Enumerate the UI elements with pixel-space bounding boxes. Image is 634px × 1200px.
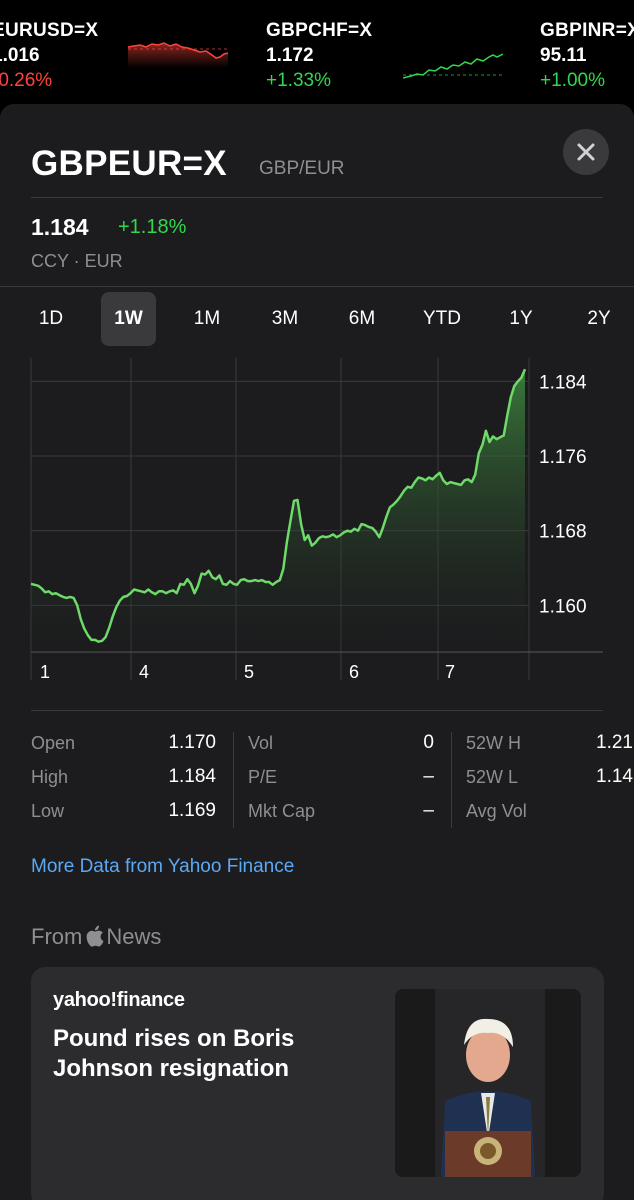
divider: [31, 710, 603, 711]
range-6m[interactable]: 6M: [348, 308, 376, 329]
range-1w[interactable]: 1W: [101, 292, 156, 346]
current-price: 1.184: [31, 214, 89, 240]
x-tick-label: 4: [139, 662, 149, 682]
more-data-link[interactable]: More Data from Yahoo Finance: [31, 856, 295, 877]
ticker-change: +1.33%: [266, 70, 331, 91]
ticker-sparkline-gbpchf: [403, 53, 503, 79]
stat-value-open: 1.170: [168, 732, 216, 753]
x-tick-label: 7: [445, 662, 455, 682]
stat-value-52w-low: 1.14: [596, 766, 633, 787]
column-divider: [451, 732, 452, 828]
stat-label-mkt-cap: Mkt Cap: [248, 801, 316, 821]
stat-label-open: Open: [31, 733, 76, 753]
stat-value-mkt-cap: –: [423, 800, 434, 821]
news-photo-image: [395, 989, 581, 1177]
range-selector: 1D 1W 1M 3M 6M YTD 1Y 2Y: [0, 292, 634, 354]
y-tick-label: 1.176: [539, 447, 587, 468]
stat-label-pe: P/E: [248, 767, 278, 787]
close-icon: [577, 143, 595, 161]
ticker-change: +1.00%: [540, 70, 605, 91]
price-change: +1.18%: [118, 216, 187, 238]
ticker-sparkline-eurusd: [128, 42, 228, 68]
ticker-symbol: GBPINR=X: [540, 20, 634, 41]
symbol-title: GBPEUR=X: [31, 144, 227, 183]
apple-logo-icon: [86, 925, 104, 953]
ticker-change: -0.26%: [0, 70, 53, 91]
news-section-suffix: News: [106, 924, 162, 949]
stat-label-high: High: [31, 767, 69, 787]
stats-table: Open 1.170 High 1.184 Low 1.169 Vol 0 P/…: [0, 730, 634, 830]
stock-detail-sheet: GBPEUR=X GBP/EUR 1.184 +1.18% CCY · EUR …: [0, 104, 634, 1200]
stat-label-vol: Vol: [248, 733, 274, 753]
range-3m[interactable]: 3M: [271, 308, 299, 329]
ticker-symbol: EURUSD=X: [0, 20, 99, 41]
stat-value-vol: 0: [423, 732, 434, 753]
news-publisher: yahoo!finance: [53, 989, 185, 1011]
range-2y[interactable]: 2Y: [587, 308, 611, 329]
y-tick-label: 1.184: [539, 372, 587, 393]
ticker-price: 95.11: [540, 45, 587, 66]
stat-value-52w-high: 1.21: [596, 732, 633, 753]
divider: [0, 286, 634, 287]
range-ytd[interactable]: YTD: [423, 308, 461, 329]
news-section-title: From News: [31, 924, 161, 953]
stat-label-avg-vol: Avg Vol: [466, 801, 527, 821]
column-divider: [233, 732, 234, 828]
y-axis: 1.184 1.176 1.168 1.160: [539, 372, 587, 617]
ticker-symbol: GBPCHF=X: [266, 20, 373, 41]
stat-value-high: 1.184: [168, 766, 216, 787]
y-tick-label: 1.168: [539, 522, 587, 543]
range-1y[interactable]: 1Y: [509, 308, 533, 329]
stat-value-low: 1.169: [168, 800, 216, 821]
stat-label-low: Low: [31, 801, 65, 821]
range-1d[interactable]: 1D: [38, 308, 64, 329]
news-thumbnail: [395, 989, 581, 1177]
range-1m[interactable]: 1M: [193, 308, 221, 329]
x-tick-label: 5: [244, 662, 254, 682]
x-tick-label: 6: [349, 662, 359, 682]
y-tick-label: 1.160: [539, 596, 587, 617]
x-axis: 1 4 5 6 7: [40, 662, 455, 682]
ticker-price: 1.172: [266, 45, 314, 66]
x-tick-label: 1: [40, 662, 50, 682]
symbol-name: GBP/EUR: [259, 158, 345, 179]
ticker-price: 1.016: [0, 45, 40, 66]
close-button[interactable]: [563, 129, 609, 175]
news-headline: Pound rises on Boris Johnson resignation: [53, 1025, 295, 1082]
price-chart[interactable]: 1.184 1.176 1.168 1.160 1 4 5 6 7: [0, 354, 634, 694]
currency-subtitle: CCY · EUR: [31, 251, 123, 271]
chart-area: [31, 369, 525, 652]
ticker-item-gbpinr[interactable]: GBPINR=X 95.11 +1.00%: [540, 20, 634, 92]
stat-label-52w-low: 52W L: [466, 767, 519, 787]
ticker-item-eurusd[interactable]: EURUSD=X 1.016 -0.26%: [0, 20, 98, 92]
chart-line: [30, 368, 527, 643]
divider: [31, 197, 603, 198]
ticker-item-gbpchf[interactable]: GBPCHF=X 1.172 +1.33%: [266, 20, 372, 92]
stat-label-52w-high: 52W H: [466, 733, 522, 753]
ticker-strip[interactable]: EURUSD=X 1.016 -0.26% GBPCHF=X 1.172 +1.…: [0, 0, 634, 104]
news-section-prefix: From: [31, 924, 83, 949]
news-card[interactable]: yahoo!finance Pound rises on Boris Johns…: [31, 967, 604, 1200]
stat-value-pe: –: [423, 766, 434, 787]
